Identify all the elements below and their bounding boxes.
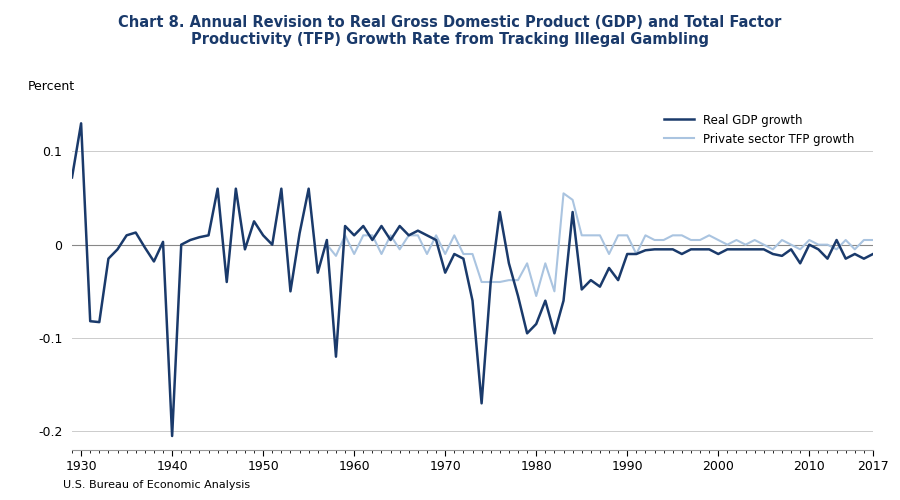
- Private sector TFP growth: [631, 251, 642, 257]
- Private sector TFP growth: [668, 232, 679, 238]
- Private sector TFP growth: [868, 237, 878, 243]
- Line: Real GDP growth: Real GDP growth: [72, 124, 873, 436]
- Real GDP growth: [67, 174, 77, 180]
- Real GDP growth: [158, 239, 168, 245]
- Real GDP growth: [868, 251, 878, 257]
- Line: Private sector TFP growth: Private sector TFP growth: [327, 194, 873, 296]
- Private sector TFP growth: [531, 293, 542, 299]
- Legend: Real GDP growth, Private sector TFP growth: Real GDP growth, Private sector TFP grow…: [660, 110, 859, 151]
- Real GDP growth: [394, 223, 405, 229]
- Text: Percent: Percent: [28, 80, 75, 93]
- Private sector TFP growth: [449, 232, 460, 238]
- Real GDP growth: [248, 218, 259, 224]
- Private sector TFP growth: [513, 277, 524, 283]
- Private sector TFP growth: [431, 232, 442, 238]
- Private sector TFP growth: [558, 190, 569, 196]
- Real GDP growth: [494, 209, 505, 215]
- Text: U.S. Bureau of Economic Analysis: U.S. Bureau of Economic Analysis: [63, 480, 250, 490]
- Real GDP growth: [795, 260, 806, 266]
- Real GDP growth: [166, 433, 177, 439]
- Text: Chart 8. Annual Revision to Real Gross Domestic Product (GDP) and Total Factor
P: Chart 8. Annual Revision to Real Gross D…: [118, 15, 782, 48]
- Real GDP growth: [184, 237, 195, 243]
- Private sector TFP growth: [321, 242, 332, 248]
- Real GDP growth: [76, 120, 86, 126]
- Private sector TFP growth: [813, 242, 824, 248]
